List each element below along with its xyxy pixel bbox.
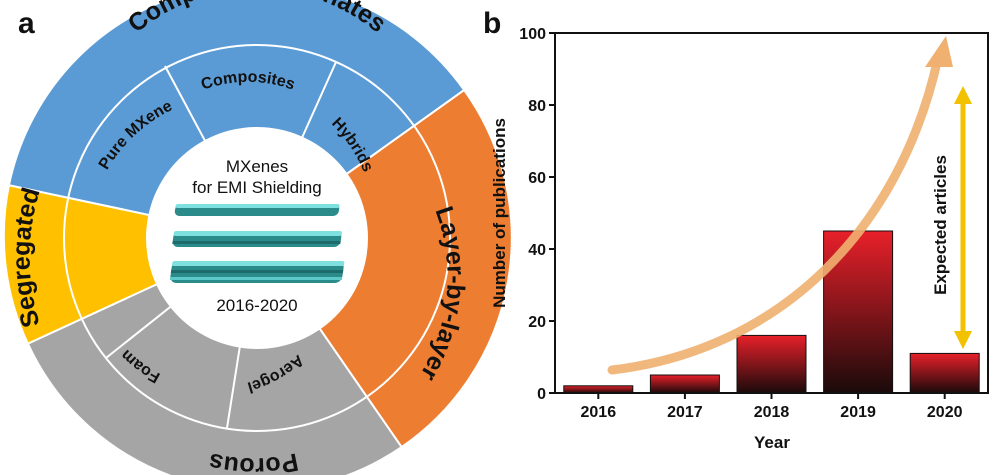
y-tick-label: 100 [519,26,546,43]
category-wheel: Compact & Laminates Layer-by-layer Porou… [2,0,513,475]
trend-arrow [607,53,943,375]
expected-articles-label: Expected articles [931,155,950,295]
center-subtitle: for EMI Shielding [192,178,321,197]
mxene-structure-illustration [169,204,345,283]
y-axis-ticks: 0 20 40 60 80 100 [519,26,555,403]
center-years: 2016-2020 [216,296,297,315]
expected-articles-arrow [954,86,972,349]
x-axis-ticks: 2016 2017 2018 2019 2020 [581,393,963,421]
panel-a: a Compact & Laminates Layer-by-layer Po [2,0,513,475]
bar-2020 [909,352,980,394]
bar-2018 [736,334,807,394]
center-title: MXenes [226,157,288,176]
sector-layer [255,88,513,449]
bar-2017 [649,374,720,394]
plot-frame [554,32,989,394]
x-tick-label: 2017 [667,404,703,421]
panel-a-label: a [18,7,35,40]
y-tick-label: 20 [528,314,546,331]
x-tick-label: 2016 [581,404,617,421]
y-tick-label: 0 [537,386,546,403]
bars [563,230,980,394]
inner-ring-border [63,44,451,432]
x-axis-title: Year [754,433,790,452]
sector-compact [7,0,466,240]
y-tick-label: 60 [528,170,546,187]
panel-b-label: b [483,7,501,40]
publications-chart: 0 20 40 60 80 100 2016 2017 2018 2019 2020 Expect… [490,26,989,452]
panel-b: b 0 20 40 60 80 100 2016 2017 2018 2019 2020 Expe… [483,7,989,452]
x-tick-label: 2020 [927,404,963,421]
trend-arrowhead [925,36,953,67]
y-tick-label: 80 [528,98,546,115]
y-tick-label: 40 [528,242,546,259]
x-tick-label: 2019 [840,404,876,421]
y-axis-title: Number of publications [490,118,509,308]
x-tick-label: 2018 [754,404,790,421]
sector-porous [26,236,404,475]
bar-2016 [563,385,634,394]
